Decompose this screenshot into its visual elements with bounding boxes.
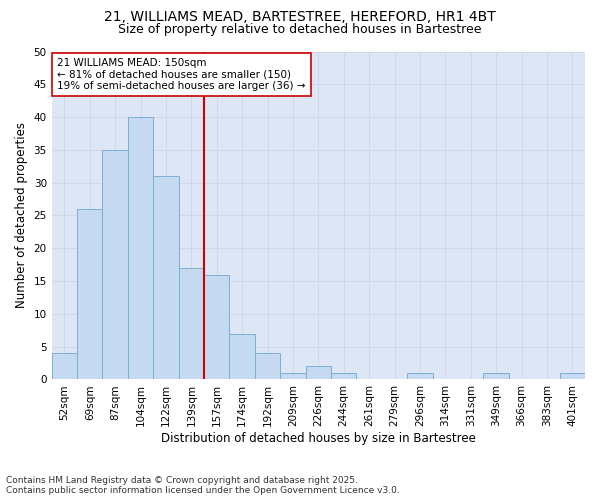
Bar [229, 334, 255, 380]
Bar [560, 373, 585, 380]
Bar [153, 176, 179, 380]
Bar [52, 353, 77, 380]
X-axis label: Distribution of detached houses by size in Bartestree: Distribution of detached houses by size … [161, 432, 476, 445]
Text: Size of property relative to detached houses in Bartestree: Size of property relative to detached ho… [118, 22, 482, 36]
Bar [204, 274, 229, 380]
Bar [179, 268, 204, 380]
Y-axis label: Number of detached properties: Number of detached properties [15, 122, 28, 308]
Text: Contains HM Land Registry data © Crown copyright and database right 2025.
Contai: Contains HM Land Registry data © Crown c… [6, 476, 400, 495]
Text: 21 WILLIAMS MEAD: 150sqm
← 81% of detached houses are smaller (150)
19% of semi-: 21 WILLIAMS MEAD: 150sqm ← 81% of detach… [57, 58, 305, 92]
Bar [305, 366, 331, 380]
Bar [77, 209, 103, 380]
Bar [407, 373, 433, 380]
Bar [128, 117, 153, 380]
Bar [255, 353, 280, 380]
Bar [280, 373, 305, 380]
Bar [484, 373, 509, 380]
Bar [103, 150, 128, 380]
Text: 21, WILLIAMS MEAD, BARTESTREE, HEREFORD, HR1 4BT: 21, WILLIAMS MEAD, BARTESTREE, HEREFORD,… [104, 10, 496, 24]
Bar [331, 373, 356, 380]
